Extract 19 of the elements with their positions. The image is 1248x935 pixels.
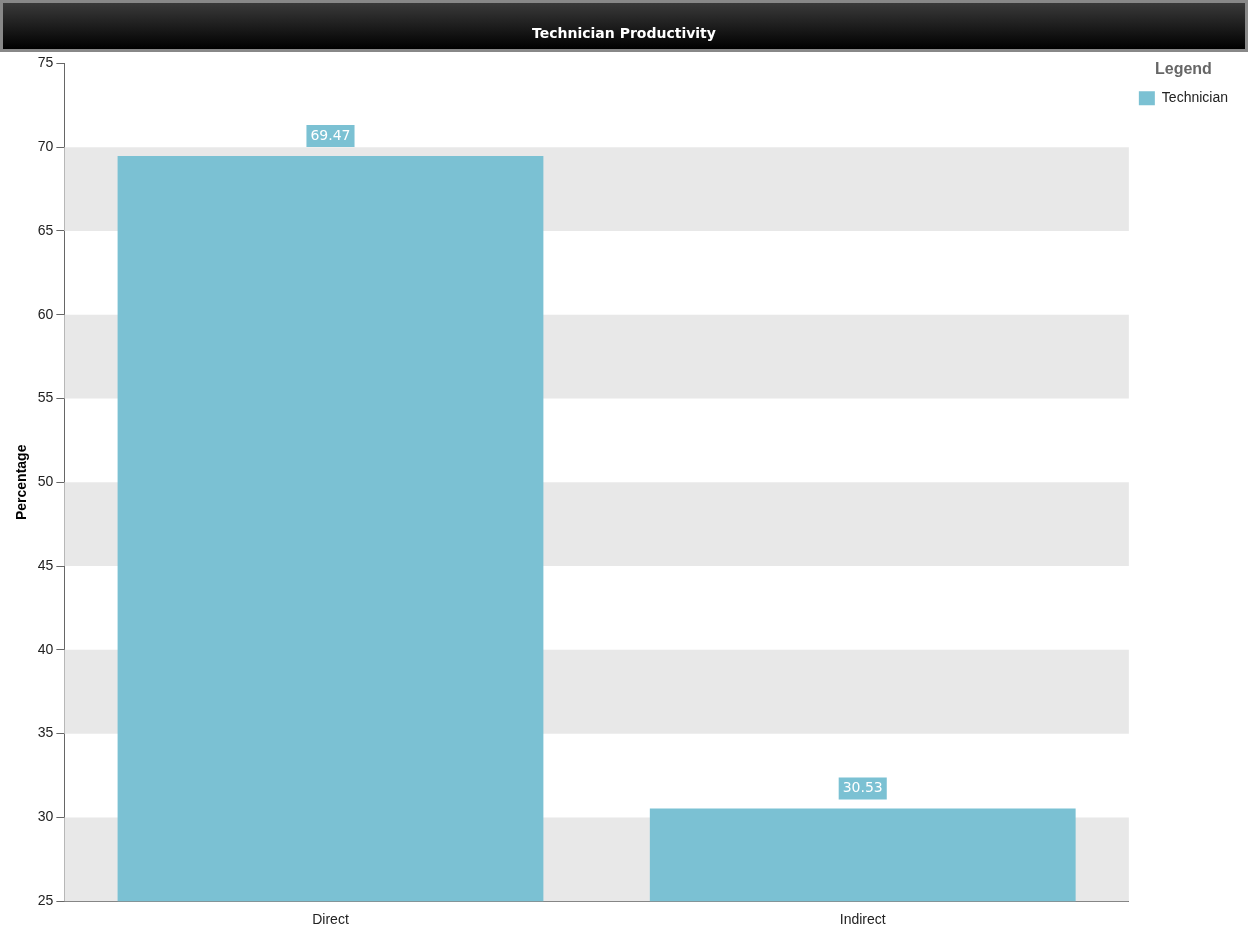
y-tick-label: 60 xyxy=(37,305,54,322)
y-tick-label: 75 xyxy=(37,54,54,71)
y-tick-label: 35 xyxy=(37,724,54,741)
x-tick-label: Indirect xyxy=(839,911,886,928)
y-axis-title: Percentage xyxy=(13,444,30,521)
y-tick-label: 65 xyxy=(37,221,54,238)
legend-title: Legend xyxy=(1154,60,1212,78)
chart-title: Technician Productivity xyxy=(0,0,1248,52)
legend-label: Technician xyxy=(1161,89,1228,106)
y-tick-label: 45 xyxy=(37,556,54,573)
data-label: 30.53 xyxy=(842,779,883,796)
x-tick-label: Direct xyxy=(312,911,349,928)
y-tick-label: 40 xyxy=(37,640,54,657)
y-tick-label: 25 xyxy=(37,892,54,909)
data-label: 69.47 xyxy=(310,126,351,143)
y-tick-label: 70 xyxy=(37,138,54,155)
y-tick-label: 30 xyxy=(37,808,54,825)
y-tick-label: 55 xyxy=(37,389,54,406)
y-tick-label: 50 xyxy=(37,473,54,490)
